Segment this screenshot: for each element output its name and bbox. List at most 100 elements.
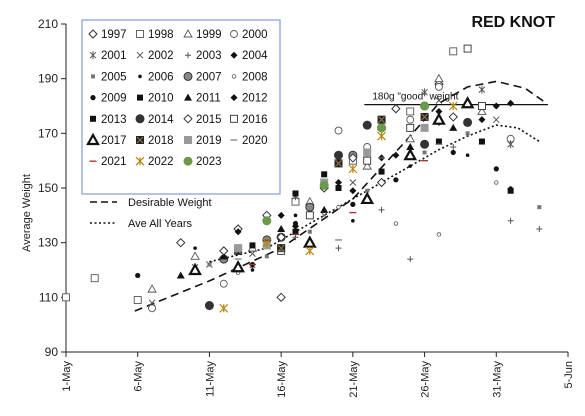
point-2004 — [349, 187, 357, 195]
point-2009 — [393, 177, 399, 183]
point-2001 — [478, 85, 486, 94]
point-2023 — [319, 180, 329, 190]
legend-marker-1999 — [183, 29, 193, 38]
point-2005 — [365, 188, 370, 193]
legend-label-2016: 2016 — [242, 114, 268, 126]
point-2005 — [537, 205, 542, 210]
y-tick-label: 130 — [38, 236, 58, 250]
point-2012 — [234, 228, 242, 236]
point-2015 — [276, 232, 286, 242]
point-2009 — [450, 149, 456, 156]
legend-marker-2017 — [86, 132, 100, 146]
ave-all-years-line — [209, 124, 540, 263]
point-2023 — [377, 123, 387, 133]
point-1999 — [405, 133, 416, 143]
point-2012 — [492, 102, 500, 110]
legend-label-2009: 2009 — [101, 93, 127, 105]
legend-label-2022: 2022 — [148, 156, 174, 168]
point-2017 — [302, 235, 317, 248]
point-2005 — [264, 254, 269, 259]
point-2018 — [334, 159, 343, 168]
legend-label-2004: 2004 — [242, 50, 268, 62]
point-1999 — [477, 106, 487, 115]
legend-label-2005: 2005 — [101, 71, 127, 83]
point-2008 — [336, 204, 341, 210]
point-2019 — [363, 148, 372, 157]
legend-marker-2007 — [183, 71, 193, 81]
legend-marker-2009 — [90, 95, 96, 101]
x-tick-label: 11-May — [204, 361, 216, 397]
y-axis-label: Average Weight — [21, 174, 33, 252]
point-2014 — [463, 117, 473, 127]
legend-marker-2019 — [184, 136, 192, 144]
point-2004 — [478, 116, 486, 124]
legend-label-2020: 2020 — [242, 135, 268, 147]
legend-label-2014: 2014 — [148, 114, 174, 126]
axes: 90 110 130 150 170 190 210 1-May 6-May 11-May 16-M… — [38, 17, 575, 398]
point-2006 — [293, 213, 298, 218]
x-tick-label: 5-Jun — [563, 361, 575, 389]
legend: 1997 1998 1999 2000 2001 2002 2003 2004 2005 2006… — [81, 19, 281, 230]
point-2022 — [305, 246, 315, 256]
point-2022 — [377, 131, 386, 141]
point-2008 — [393, 221, 399, 226]
point-2000 — [334, 126, 343, 135]
legend-marker-2004 — [230, 51, 238, 59]
legend-marker-1997 — [88, 29, 98, 39]
point-2008 — [494, 180, 499, 185]
point-2017 — [231, 260, 245, 273]
point-2010 — [478, 138, 485, 145]
point-2007 — [305, 202, 315, 212]
x-tick-label: 16-May — [276, 361, 288, 398]
point-2006 — [250, 268, 255, 272]
point-2003 — [507, 217, 514, 224]
legend-label-2008: 2008 — [242, 71, 268, 83]
legend-label-2006: 2006 — [148, 71, 174, 83]
legend-label-2012: 2012 — [242, 93, 268, 105]
point-2022 — [262, 238, 272, 248]
y-tick-label: 170 — [38, 126, 58, 140]
legend-label-2007: 2007 — [196, 71, 222, 83]
point-2017 — [460, 96, 475, 109]
point-2019 — [420, 123, 429, 132]
legend-marker-2012 — [230, 94, 238, 102]
point-1998 — [90, 274, 99, 283]
point-2004 — [507, 99, 515, 107]
point-2000 — [406, 115, 415, 124]
point-2005 — [307, 229, 312, 234]
point-2019 — [234, 244, 243, 253]
point-2001 — [507, 140, 514, 149]
point-2018 — [420, 112, 429, 121]
point-2011 — [176, 271, 185, 279]
y-tick-label: 210 — [38, 17, 58, 31]
point-2009 — [135, 272, 141, 279]
point-2013 — [507, 187, 514, 194]
point-2009 — [493, 166, 499, 172]
legend-label-2003: 2003 — [196, 50, 222, 62]
point-2003 — [378, 206, 385, 213]
legend-marker-2018 — [136, 136, 144, 144]
legend-marker-2003 — [185, 52, 191, 59]
point-1999 — [190, 251, 200, 260]
point-1997 — [176, 237, 186, 248]
point-2012 — [277, 211, 285, 219]
point-2015 — [448, 112, 458, 122]
legend-label-2000: 2000 — [242, 29, 268, 41]
legend-marker-2015 — [183, 114, 193, 124]
legend-label-2013: 2013 — [101, 114, 127, 126]
point-2014 — [362, 120, 372, 130]
legend-marker-2014 — [135, 114, 145, 124]
legend-marker-1998 — [136, 30, 144, 38]
point-2022 — [348, 164, 358, 174]
point-2017 — [188, 262, 202, 276]
point-2016 — [363, 156, 372, 165]
point-2011 — [449, 123, 458, 131]
point-2017 — [360, 191, 375, 205]
legend-label-2019: 2019 — [196, 135, 222, 147]
point-2003 — [450, 144, 457, 150]
point-2006 — [408, 164, 413, 168]
point-2018 — [277, 244, 286, 253]
point-2006 — [193, 246, 197, 250]
point-1998 — [133, 296, 142, 305]
